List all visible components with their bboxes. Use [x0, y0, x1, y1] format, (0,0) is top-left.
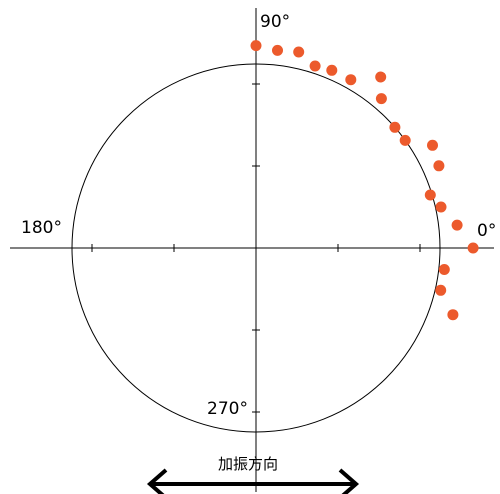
- label-0-deg: 0°: [477, 221, 496, 241]
- data-point: [424, 189, 436, 201]
- label-90-deg: 90°: [260, 12, 290, 32]
- label-270-deg: 270°: [207, 399, 248, 419]
- data-point: [309, 60, 321, 72]
- data-point: [399, 134, 411, 146]
- data-point: [467, 242, 479, 254]
- reference-circle: [71, 63, 441, 433]
- data-point: [435, 284, 447, 296]
- label-180-deg: 180°: [21, 218, 62, 238]
- data-point: [447, 309, 459, 321]
- data-point: [326, 64, 338, 76]
- data-point: [293, 46, 305, 58]
- axis-ticks: [91, 83, 421, 413]
- data-point: [389, 121, 401, 133]
- data-point: [345, 74, 357, 86]
- data-point: [433, 160, 445, 172]
- double-arrow-icon: [146, 468, 360, 494]
- data-point: [250, 40, 262, 52]
- data-point: [375, 71, 387, 83]
- data-point: [438, 264, 450, 275]
- data-point: [375, 93, 387, 105]
- data-point: [451, 219, 463, 231]
- excitation-direction-label: 加振方向: [218, 455, 278, 473]
- data-point: [272, 44, 283, 56]
- data-point: [427, 139, 438, 151]
- data-points: [250, 40, 479, 321]
- data-point: [435, 201, 447, 213]
